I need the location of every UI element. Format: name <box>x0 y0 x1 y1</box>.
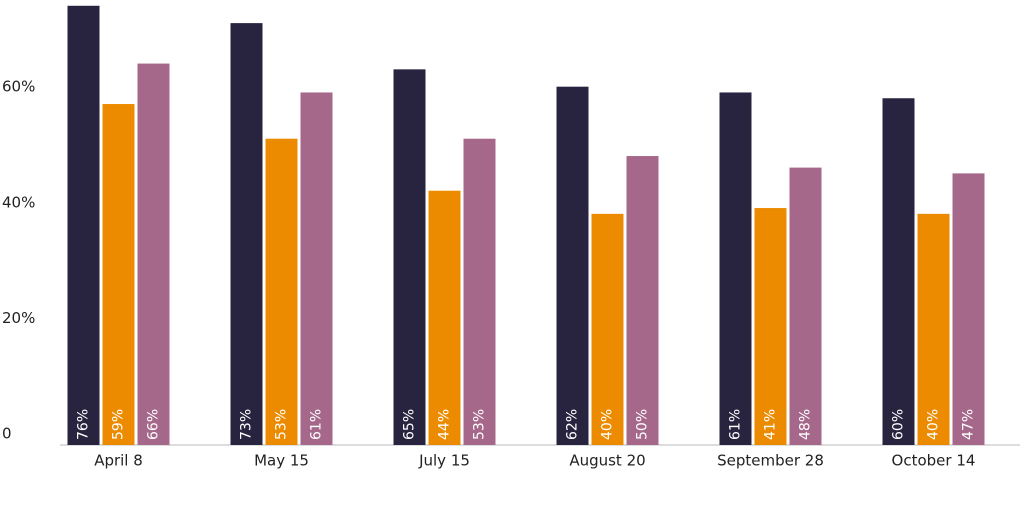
x-tick-label: April 8 <box>94 452 143 470</box>
bar <box>230 23 263 445</box>
value-label: 73% <box>239 409 255 440</box>
value-label: 59% <box>111 409 127 440</box>
bar <box>917 213 950 445</box>
value-label: 40% <box>926 409 942 440</box>
bar <box>393 69 426 445</box>
value-label: 62% <box>565 409 581 440</box>
x-tick-label: October 14 <box>892 452 976 470</box>
bar <box>789 167 822 445</box>
value-label: 41% <box>763 409 779 440</box>
bar <box>137 63 170 445</box>
value-label: 50% <box>635 409 651 440</box>
y-tick-label: 40% <box>2 193 35 211</box>
x-tick-label: May 15 <box>254 452 309 470</box>
x-tick-label: September 28 <box>717 452 824 470</box>
value-label: 60% <box>891 409 907 440</box>
value-label: 65% <box>402 409 418 440</box>
value-label: 76% <box>76 409 92 440</box>
bar <box>463 138 496 445</box>
bar <box>591 213 624 445</box>
x-tick-label: July 15 <box>418 452 470 470</box>
y-tick-label: 0 <box>2 425 12 443</box>
bar <box>754 208 787 445</box>
bar <box>882 98 915 445</box>
value-label: 47% <box>961 409 977 440</box>
bar <box>265 138 298 445</box>
bar <box>719 92 752 445</box>
y-tick-label: 20% <box>2 309 35 327</box>
value-label: 44% <box>437 409 453 440</box>
value-label: 66% <box>146 409 162 440</box>
bar <box>626 156 659 446</box>
x-tick-label: August 20 <box>569 452 645 470</box>
y-tick-label: 60% <box>2 78 35 96</box>
bar <box>556 86 589 446</box>
bar <box>67 5 100 445</box>
bar <box>952 173 985 445</box>
value-label: 61% <box>728 409 744 440</box>
value-label: 53% <box>274 409 290 440</box>
value-label: 40% <box>600 409 616 440</box>
value-label: 61% <box>309 409 325 440</box>
bar <box>428 190 461 445</box>
bar <box>300 92 333 445</box>
value-label: 48% <box>798 409 814 440</box>
bar <box>102 104 135 445</box>
value-label: 53% <box>472 409 488 440</box>
